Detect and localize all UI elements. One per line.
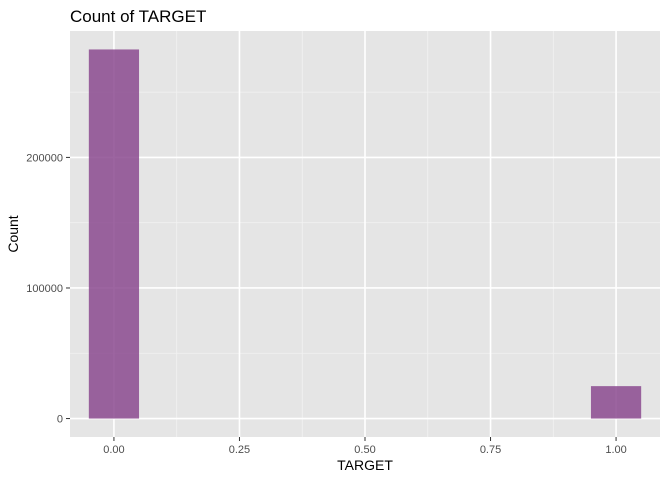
y-axis: 0 100000 200000 (26, 152, 70, 426)
x-tick-label: 0.50 (354, 444, 375, 456)
x-axis-label: TARGET (337, 457, 393, 473)
x-axis: 0.00 0.25 0.50 0.75 1.00 (103, 437, 627, 456)
x-tick-label: 0.25 (229, 444, 250, 456)
y-tick-label: 0 (57, 414, 63, 426)
x-tick-label: 0.75 (480, 444, 501, 456)
bars (88, 49, 642, 419)
x-tick-label: 0.00 (103, 444, 124, 456)
y-axis-label: Count (5, 215, 21, 252)
chart-title: Count of TARGET (70, 7, 206, 26)
bar (590, 386, 642, 419)
bar (88, 49, 140, 419)
x-tick-label: 1.00 (605, 444, 626, 456)
y-tick-label: 200000 (26, 152, 63, 164)
y-tick-label: 100000 (26, 283, 63, 295)
